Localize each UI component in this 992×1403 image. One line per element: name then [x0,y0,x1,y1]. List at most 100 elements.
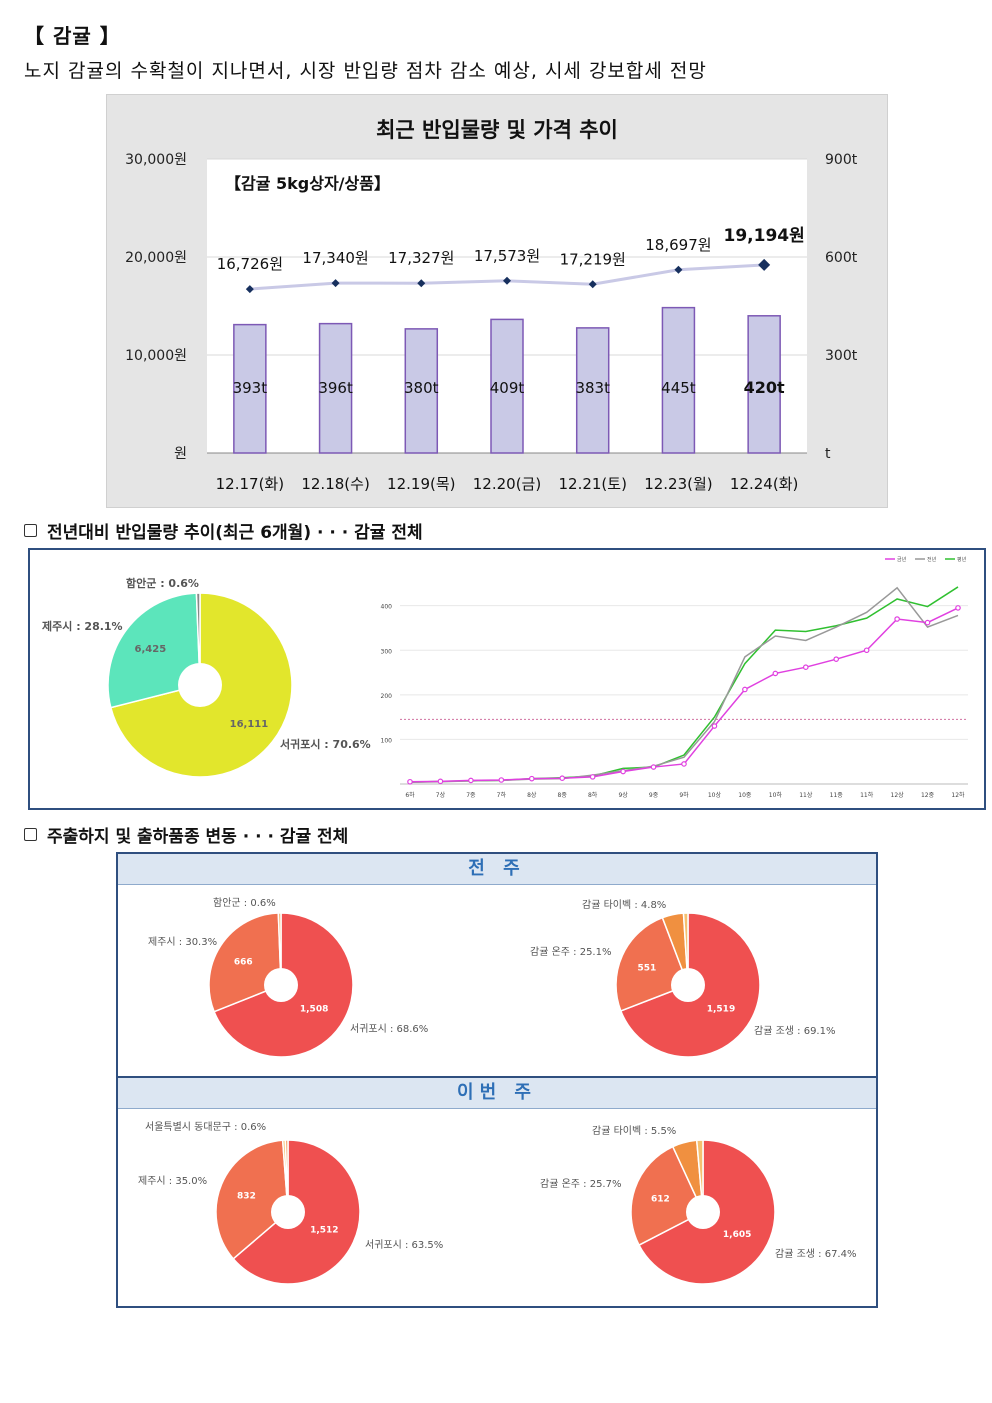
series-point [711,723,718,729]
y-right-tick: 300t [825,348,858,364]
shipment-share-hole [686,1195,720,1229]
slice-value-label: 666 [234,957,253,967]
slice-value-label: 6,425 [135,644,167,655]
x-tick-label: 12.17(화) [216,475,284,493]
x-tick-label: 8중 [558,792,568,799]
volume-bar [318,322,353,454]
slice-value-label: 612 [651,1194,670,1204]
y-left-tick: 30,000원 [125,152,187,168]
y-left-tick: 원 [174,446,187,462]
y-right-tick: t [825,446,831,462]
x-tick-label: 9중 [649,792,659,799]
shipment-share-slice [284,1139,289,1213]
x-tick-label: 11하 [860,791,874,799]
slice-name-label: 감귤 온주 : 25.1% [530,946,611,958]
series-point [650,764,657,770]
slice-name-label: 함안군 : 0.6% [126,576,199,590]
series-line [409,586,959,783]
slice-value-label: 1,512 [310,1226,338,1236]
page-subtitle: 노지 감귤의 수확철이 지나면서, 시장 반입량 점차 감소 예상, 시세 강보… [24,60,707,82]
chart-title: 최근 반입물량 및 가격 추이 [376,118,618,142]
x-tick-label: 9하 [679,791,689,799]
x-tick-label: 12하 [951,791,965,799]
volume-bar [661,306,696,454]
checkbox-icon [24,524,37,537]
shipment-share-slice [215,1139,289,1260]
slice-name-label: 함안군 : 0.6% [213,897,276,909]
trend-section-title: 전년대비 반입물량 추이(최근 6개월) · · · 감귤 전체 [47,523,423,543]
shipment-share-hole [264,968,298,1002]
origin-share-slice [195,592,201,686]
price-label: 18,697원 [645,236,711,254]
price-label: 17,327원 [388,249,454,267]
x-tick-label: 12.21(토) [558,475,626,493]
checkbox-icon [24,828,37,841]
slice-value-label: 1,519 [707,1005,735,1015]
price-label: 19,194원 [724,226,805,246]
x-tick-label: 12.20(금) [473,475,541,493]
shipment-share-hole [271,1195,305,1229]
slice-value-label: 551 [638,964,657,974]
series-point [863,647,870,654]
shipment-share-slice [630,1145,704,1247]
series-point [802,664,809,670]
price-marker [503,276,511,285]
slice-name-label: 서귀포시 : 70.6% [280,737,371,751]
series-point [528,775,535,782]
volume-label: 409t [490,379,525,397]
volume-label: 420t [744,378,785,397]
distribution-section-title: 주출하지 및 출하품종 변동 · · · 감귤 전체 [47,827,349,847]
volume-bar [575,327,610,454]
volume-bar [747,315,781,454]
series-point [498,777,505,783]
shipment-share-slice [208,912,282,1013]
page-title: 【 감귤 】 [24,24,121,48]
x-tick-label: 7상 [436,791,446,799]
series-point [620,768,626,775]
series-point [437,778,444,785]
x-tick-label: 12상 [891,791,905,799]
price-marker [417,279,426,288]
volume-label: 380t [404,379,439,397]
distribution-pies-svg: 1,508 666 서귀포시 : 68.6% 제주시 : 30.3% 함안군 : 0.6… [138,897,856,1285]
trend-panel-svg: 16,111 6,425 서귀포시 : 70.6% 제주시 : 28.1% 함안군 : … [42,556,968,799]
series-point [924,619,931,626]
y-left-tick: 20,000원 [125,250,187,266]
slice-name-label: 서귀포시 : 63.5% [365,1239,443,1251]
series-point [833,656,840,662]
x-tick-label: 12.19(목) [387,475,455,493]
volume-bar [490,318,524,454]
legend-label: 평년 [957,556,967,563]
shipment-share-hole [671,968,705,1002]
y-right-tick: 900t [825,152,858,168]
volume-label: 445t [661,379,696,397]
price-marker [674,265,683,274]
legend-label: 금년 [897,556,907,563]
slice-name-label: 제주시 : 30.3% [148,936,217,948]
price-marker [245,285,254,294]
price-label: 17,573원 [474,247,540,265]
price-volume-chart: 최근 반입물량 및 가격 추이 【감귤 5kg상자/상품】 30,000원 900t 2… [106,94,888,508]
volume-label: 396t [318,379,353,397]
slice-name-label: 감귤 타이벡 : 4.8% [582,899,666,911]
series-point [559,775,566,782]
trend-panel: 16,111 6,425 서귀포시 : 70.6% 제주시 : 28.1% 함안군 : … [28,548,986,810]
shipment-share-slice [615,916,689,1012]
legend-label: 전년 [927,556,937,563]
y-tick-label: 400 [381,604,393,611]
slice-value-label: 1,605 [723,1230,751,1240]
this-week-header: 이번 주 [118,1076,876,1109]
slice-name-label: 감귤 온주 : 25.7% [540,1178,621,1190]
slice-name-label: 서귀포시 : 68.6% [350,1023,428,1035]
series-point [772,670,779,677]
volume-bar [404,328,439,454]
series-point [955,605,961,611]
series-point [589,774,596,780]
price-label: 17,340원 [302,249,368,267]
y-tick-label: 200 [381,693,393,700]
series-point [742,686,748,693]
series-line [409,586,959,783]
trend-section-heading: 전년대비 반입물량 추이(최근 6개월) · · · 감귤 전체 [24,518,423,543]
x-tick-label: 12.23(월) [644,475,712,493]
y-tick-label: 100 [381,737,393,744]
